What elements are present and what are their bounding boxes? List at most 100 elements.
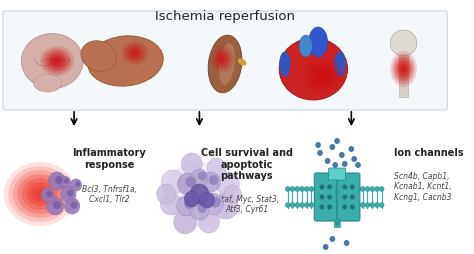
Ellipse shape xyxy=(218,54,227,65)
Ellipse shape xyxy=(132,51,137,56)
Circle shape xyxy=(295,187,300,192)
Ellipse shape xyxy=(213,49,231,71)
Ellipse shape xyxy=(208,36,242,93)
Circle shape xyxy=(161,193,182,215)
Circle shape xyxy=(356,187,360,192)
Circle shape xyxy=(355,162,361,168)
Bar xyxy=(334,219,340,227)
Circle shape xyxy=(46,197,64,215)
FancyArrowPatch shape xyxy=(197,112,202,125)
Circle shape xyxy=(217,172,239,196)
Ellipse shape xyxy=(46,52,68,72)
Ellipse shape xyxy=(309,28,328,58)
Ellipse shape xyxy=(397,61,410,79)
Ellipse shape xyxy=(81,42,117,72)
Circle shape xyxy=(61,186,76,202)
Ellipse shape xyxy=(299,36,312,58)
Circle shape xyxy=(200,192,215,208)
Circle shape xyxy=(67,190,73,197)
Circle shape xyxy=(350,195,355,200)
Ellipse shape xyxy=(127,47,143,61)
Circle shape xyxy=(178,173,199,195)
Ellipse shape xyxy=(395,58,412,82)
Circle shape xyxy=(210,197,221,208)
Circle shape xyxy=(157,184,176,204)
Text: Scn4b, Capb1,
Kcnab1, Kcnt1,
Kcng1, Cacnb3: Scn4b, Capb1, Kcnab1, Kcnt1, Kcng1, Cacn… xyxy=(394,171,452,201)
Circle shape xyxy=(41,188,54,202)
Circle shape xyxy=(323,244,328,250)
Circle shape xyxy=(304,203,309,208)
Circle shape xyxy=(184,199,194,209)
Ellipse shape xyxy=(164,162,235,227)
Ellipse shape xyxy=(27,182,54,206)
Circle shape xyxy=(300,187,304,192)
Ellipse shape xyxy=(399,64,408,76)
Circle shape xyxy=(290,203,295,208)
Circle shape xyxy=(64,179,69,184)
Circle shape xyxy=(295,203,300,208)
Ellipse shape xyxy=(401,67,406,73)
Circle shape xyxy=(207,158,226,178)
Ellipse shape xyxy=(54,59,60,64)
Circle shape xyxy=(351,156,357,162)
Ellipse shape xyxy=(392,55,415,85)
FancyArrowPatch shape xyxy=(336,222,339,225)
Circle shape xyxy=(329,236,335,242)
Text: Bcl3, Tnfrsf1a,
Cxcl1, Tlr2: Bcl3, Tnfrsf1a, Cxcl1, Tlr2 xyxy=(82,184,137,204)
Circle shape xyxy=(334,138,340,145)
Ellipse shape xyxy=(121,42,148,66)
Circle shape xyxy=(174,210,197,234)
Ellipse shape xyxy=(302,59,344,95)
Circle shape xyxy=(304,187,309,192)
Circle shape xyxy=(201,172,220,192)
Circle shape xyxy=(379,187,384,192)
Circle shape xyxy=(190,184,209,204)
Circle shape xyxy=(327,195,332,200)
Circle shape xyxy=(224,185,241,203)
Circle shape xyxy=(46,191,52,197)
Ellipse shape xyxy=(390,52,417,88)
Circle shape xyxy=(315,142,321,148)
Circle shape xyxy=(370,187,374,192)
Ellipse shape xyxy=(220,57,225,62)
Circle shape xyxy=(75,182,81,187)
FancyArrowPatch shape xyxy=(348,112,354,125)
Ellipse shape xyxy=(13,170,67,218)
Circle shape xyxy=(339,152,345,158)
Ellipse shape xyxy=(334,52,346,77)
Circle shape xyxy=(209,175,219,185)
Circle shape xyxy=(348,146,354,152)
Text: Inflammatory
response: Inflammatory response xyxy=(73,147,146,169)
Circle shape xyxy=(350,205,355,210)
Text: Cell survival and
apoptotic
pathways: Cell survival and apoptotic pathways xyxy=(201,147,293,181)
Text: Litaf, Myc, Stat3,
Atf3, Cyr61: Litaf, Myc, Stat3, Atf3, Cyr61 xyxy=(215,194,279,214)
Ellipse shape xyxy=(43,49,71,74)
Circle shape xyxy=(356,203,360,208)
Circle shape xyxy=(317,150,323,156)
Circle shape xyxy=(370,203,374,208)
Ellipse shape xyxy=(36,190,45,198)
Circle shape xyxy=(319,195,324,200)
Ellipse shape xyxy=(211,46,234,74)
Circle shape xyxy=(309,187,314,192)
Circle shape xyxy=(319,185,324,190)
FancyBboxPatch shape xyxy=(314,173,337,221)
Ellipse shape xyxy=(87,37,163,87)
Circle shape xyxy=(365,203,370,208)
Circle shape xyxy=(365,187,370,192)
Circle shape xyxy=(59,176,70,188)
FancyBboxPatch shape xyxy=(337,173,360,221)
Circle shape xyxy=(162,170,184,194)
Circle shape xyxy=(360,187,365,192)
Ellipse shape xyxy=(129,49,140,59)
Circle shape xyxy=(344,240,349,246)
Ellipse shape xyxy=(21,34,83,89)
Circle shape xyxy=(342,195,347,200)
Ellipse shape xyxy=(9,166,72,222)
Circle shape xyxy=(214,193,238,219)
Circle shape xyxy=(327,185,332,190)
Ellipse shape xyxy=(40,47,74,77)
Text: Ischemia reperfusion: Ischemia reperfusion xyxy=(155,10,295,23)
Circle shape xyxy=(374,203,379,208)
Text: Ion channels: Ion channels xyxy=(394,147,464,157)
